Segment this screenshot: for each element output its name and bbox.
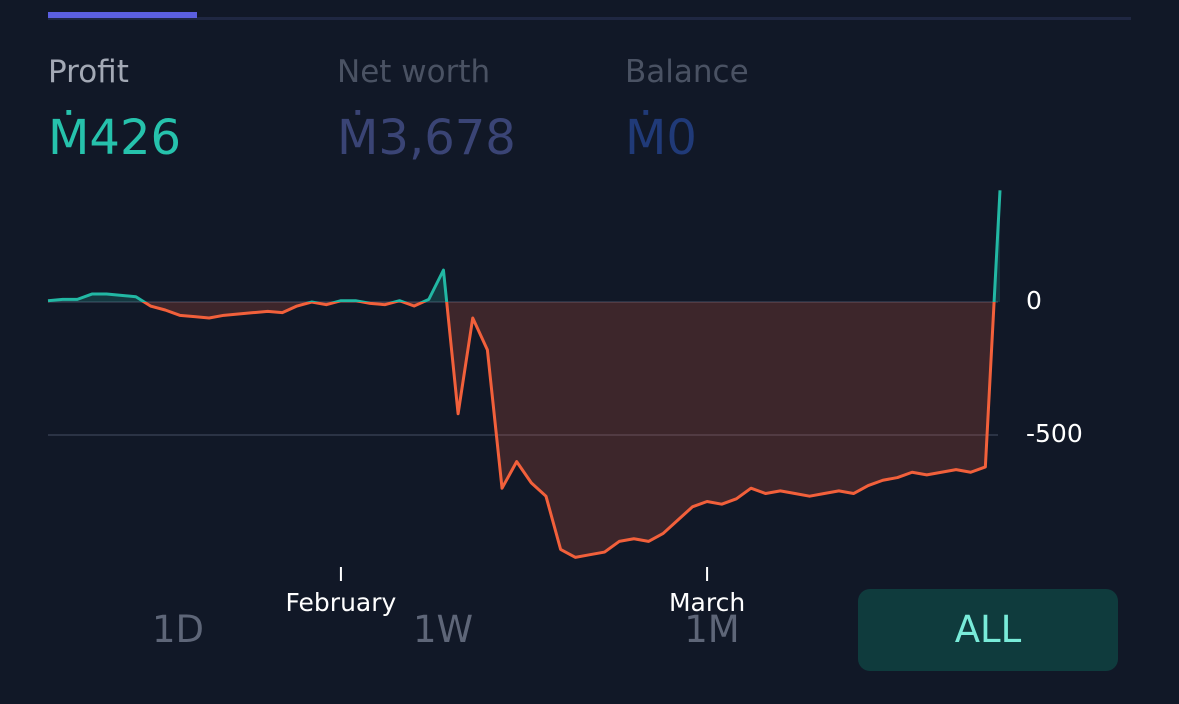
tab-track bbox=[48, 17, 1131, 20]
stat-label: Balance bbox=[625, 54, 749, 90]
range-button[interactable]: 1M bbox=[684, 608, 740, 651]
stat-label: Net worth bbox=[337, 54, 491, 90]
y-tick-label: -500 bbox=[1026, 419, 1083, 448]
line bbox=[47, 190, 1002, 303]
y-tick-label: 0 bbox=[1026, 286, 1042, 315]
tab-indicator bbox=[48, 12, 197, 18]
stat[interactable]: Balance Ṁ0 bbox=[625, 52, 749, 168]
stat-label: Profit bbox=[48, 54, 129, 90]
area bbox=[48, 302, 1000, 558]
stat-value: Ṁ426 bbox=[48, 110, 182, 166]
stat[interactable]: Profit Ṁ426 bbox=[48, 52, 181, 168]
line bbox=[48, 302, 996, 559]
stat[interactable]: Net worth Ṁ3,678 bbox=[337, 52, 516, 168]
area bbox=[48, 190, 1000, 303]
stat-value: Ṁ0 bbox=[625, 110, 697, 166]
range-button[interactable]: ALL bbox=[858, 589, 1118, 671]
range-button[interactable]: 1W bbox=[412, 608, 474, 651]
stat-value: Ṁ3,678 bbox=[337, 110, 516, 166]
range-button[interactable]: 1D bbox=[151, 608, 205, 651]
